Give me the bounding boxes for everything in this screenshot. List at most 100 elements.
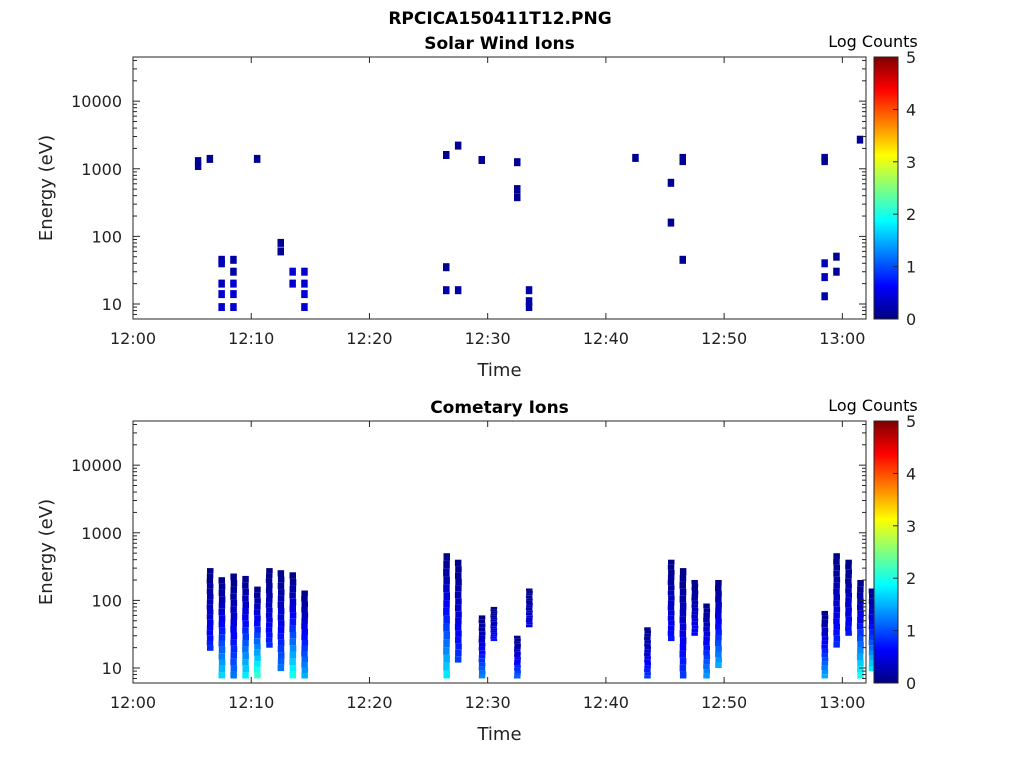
- heatmap-cell: [455, 592, 462, 598]
- heatmap-cell: [278, 621, 285, 627]
- heatmap-cell: [443, 663, 450, 671]
- heatmap-cell: [822, 619, 829, 623]
- heatmap-cell: [857, 592, 864, 598]
- x-tick-label: 12:30: [465, 693, 511, 712]
- heatmap-cell: [290, 612, 297, 619]
- heatmap-cell: [289, 280, 296, 288]
- heatmap-cell: [645, 631, 652, 634]
- heatmap-cell: [715, 641, 722, 647]
- heatmap-cell: [869, 599, 876, 604]
- heatmap-cell: [290, 586, 297, 593]
- heatmap-cell: [443, 585, 450, 593]
- heatmap-cell: [290, 606, 297, 613]
- heatmap-cell: [514, 668, 521, 671]
- heatmap-cell: [680, 623, 687, 630]
- heatmap-cell: [715, 652, 722, 658]
- heatmap-cell: [290, 579, 297, 586]
- heatmap-cell: [455, 643, 462, 649]
- colorbar-tick-label: 1: [906, 622, 916, 641]
- colorbar-tick-label: 3: [906, 153, 916, 172]
- heatmap-cell: [644, 656, 651, 659]
- heatmap-cell: [680, 665, 687, 672]
- heatmap-cell: [491, 624, 498, 626]
- heatmap-cell: [479, 156, 486, 164]
- heatmap-cell: [715, 646, 722, 652]
- heatmap-cell: [845, 622, 852, 627]
- heatmap-cell: [526, 596, 533, 598]
- heatmap-cell: [869, 589, 876, 594]
- heatmap-cell: [691, 580, 698, 584]
- heatmap-cell: [644, 643, 651, 646]
- colorbar: [873, 56, 899, 320]
- heatmap-cell: [207, 620, 214, 625]
- heatmap-cell: [846, 617, 853, 622]
- heatmap-cell: [278, 239, 285, 247]
- heatmap-cell: [289, 592, 296, 599]
- heatmap-cell: [230, 593, 237, 600]
- heatmap-cell: [231, 646, 238, 653]
- heatmap-cell: [680, 616, 687, 623]
- heatmap-cells: [207, 553, 876, 678]
- heatmap-cell: [278, 659, 285, 665]
- heatmap-cell: [833, 642, 840, 648]
- heatmap-cell: [266, 623, 273, 628]
- heatmap-cell: [207, 635, 214, 640]
- heatmap-cell: [243, 602, 250, 608]
- heatmap-cell: [703, 664, 710, 669]
- heatmap-cell: [833, 589, 840, 595]
- heatmap-cell: [526, 297, 533, 305]
- heatmap-cell: [526, 598, 533, 600]
- heatmap-cell: [230, 672, 237, 679]
- heatmap-cell: [302, 602, 309, 608]
- heatmap-cell: [857, 648, 864, 654]
- heatmap-cell: [644, 669, 651, 672]
- colorbar-tick-label: 1: [906, 258, 916, 277]
- heatmap-cell: [230, 268, 237, 276]
- heatmap-cell: [278, 589, 285, 595]
- heatmap-cell: [443, 561, 450, 569]
- heatmap-cell: [491, 633, 498, 635]
- heatmap-cell: [207, 155, 214, 163]
- heatmap-cell: [703, 627, 710, 632]
- heatmap-cell: [301, 596, 308, 602]
- heatmap-cell: [243, 666, 250, 672]
- heatmap-cell: [668, 631, 675, 636]
- heatmap-cell: [455, 566, 462, 572]
- heatmap-cell: [703, 613, 710, 618]
- heatmap-cell: [479, 631, 486, 635]
- heatmap-cell: [715, 619, 722, 625]
- heatmap-cell: [691, 597, 698, 601]
- heatmap-cell: [455, 650, 462, 656]
- heatmap-cell: [845, 584, 852, 589]
- heatmap-cell: [514, 193, 521, 201]
- heatmap-cell: [455, 560, 462, 566]
- heatmap-cell: [219, 622, 226, 628]
- heatmap-cell: [514, 660, 521, 663]
- heatmap-cell: [301, 635, 308, 641]
- x-tick-label: 12:50: [701, 329, 747, 348]
- heatmap-cell: [443, 600, 450, 608]
- heatmap-cell: [443, 263, 450, 271]
- heatmap-cell: [290, 632, 297, 639]
- y-tick-label: 100: [91, 227, 122, 246]
- heatmap-cell: [444, 592, 451, 600]
- heatmap-cell: [455, 579, 462, 585]
- colorbar-label: Log Counts: [828, 396, 918, 415]
- heatmap-cell: [845, 607, 852, 612]
- heatmap-cell: [632, 154, 639, 162]
- heatmap-cell: [266, 628, 273, 633]
- heatmap-cell: [230, 256, 237, 264]
- heatmap-cell: [857, 611, 864, 617]
- heatmap-cell: [219, 596, 226, 602]
- heatmap-cell: [243, 634, 250, 640]
- x-tick-label: 13:00: [819, 693, 865, 712]
- heatmap-cell: [715, 608, 722, 614]
- heatmap-cell: [278, 602, 285, 608]
- heatmap-cell: [668, 600, 675, 605]
- heatmap-cell: [857, 617, 864, 623]
- heatmap-cell: [242, 646, 249, 652]
- heatmap-cell: [455, 598, 462, 604]
- heatmap-cell: [301, 607, 308, 613]
- colorbar-tick-label: 2: [906, 205, 916, 224]
